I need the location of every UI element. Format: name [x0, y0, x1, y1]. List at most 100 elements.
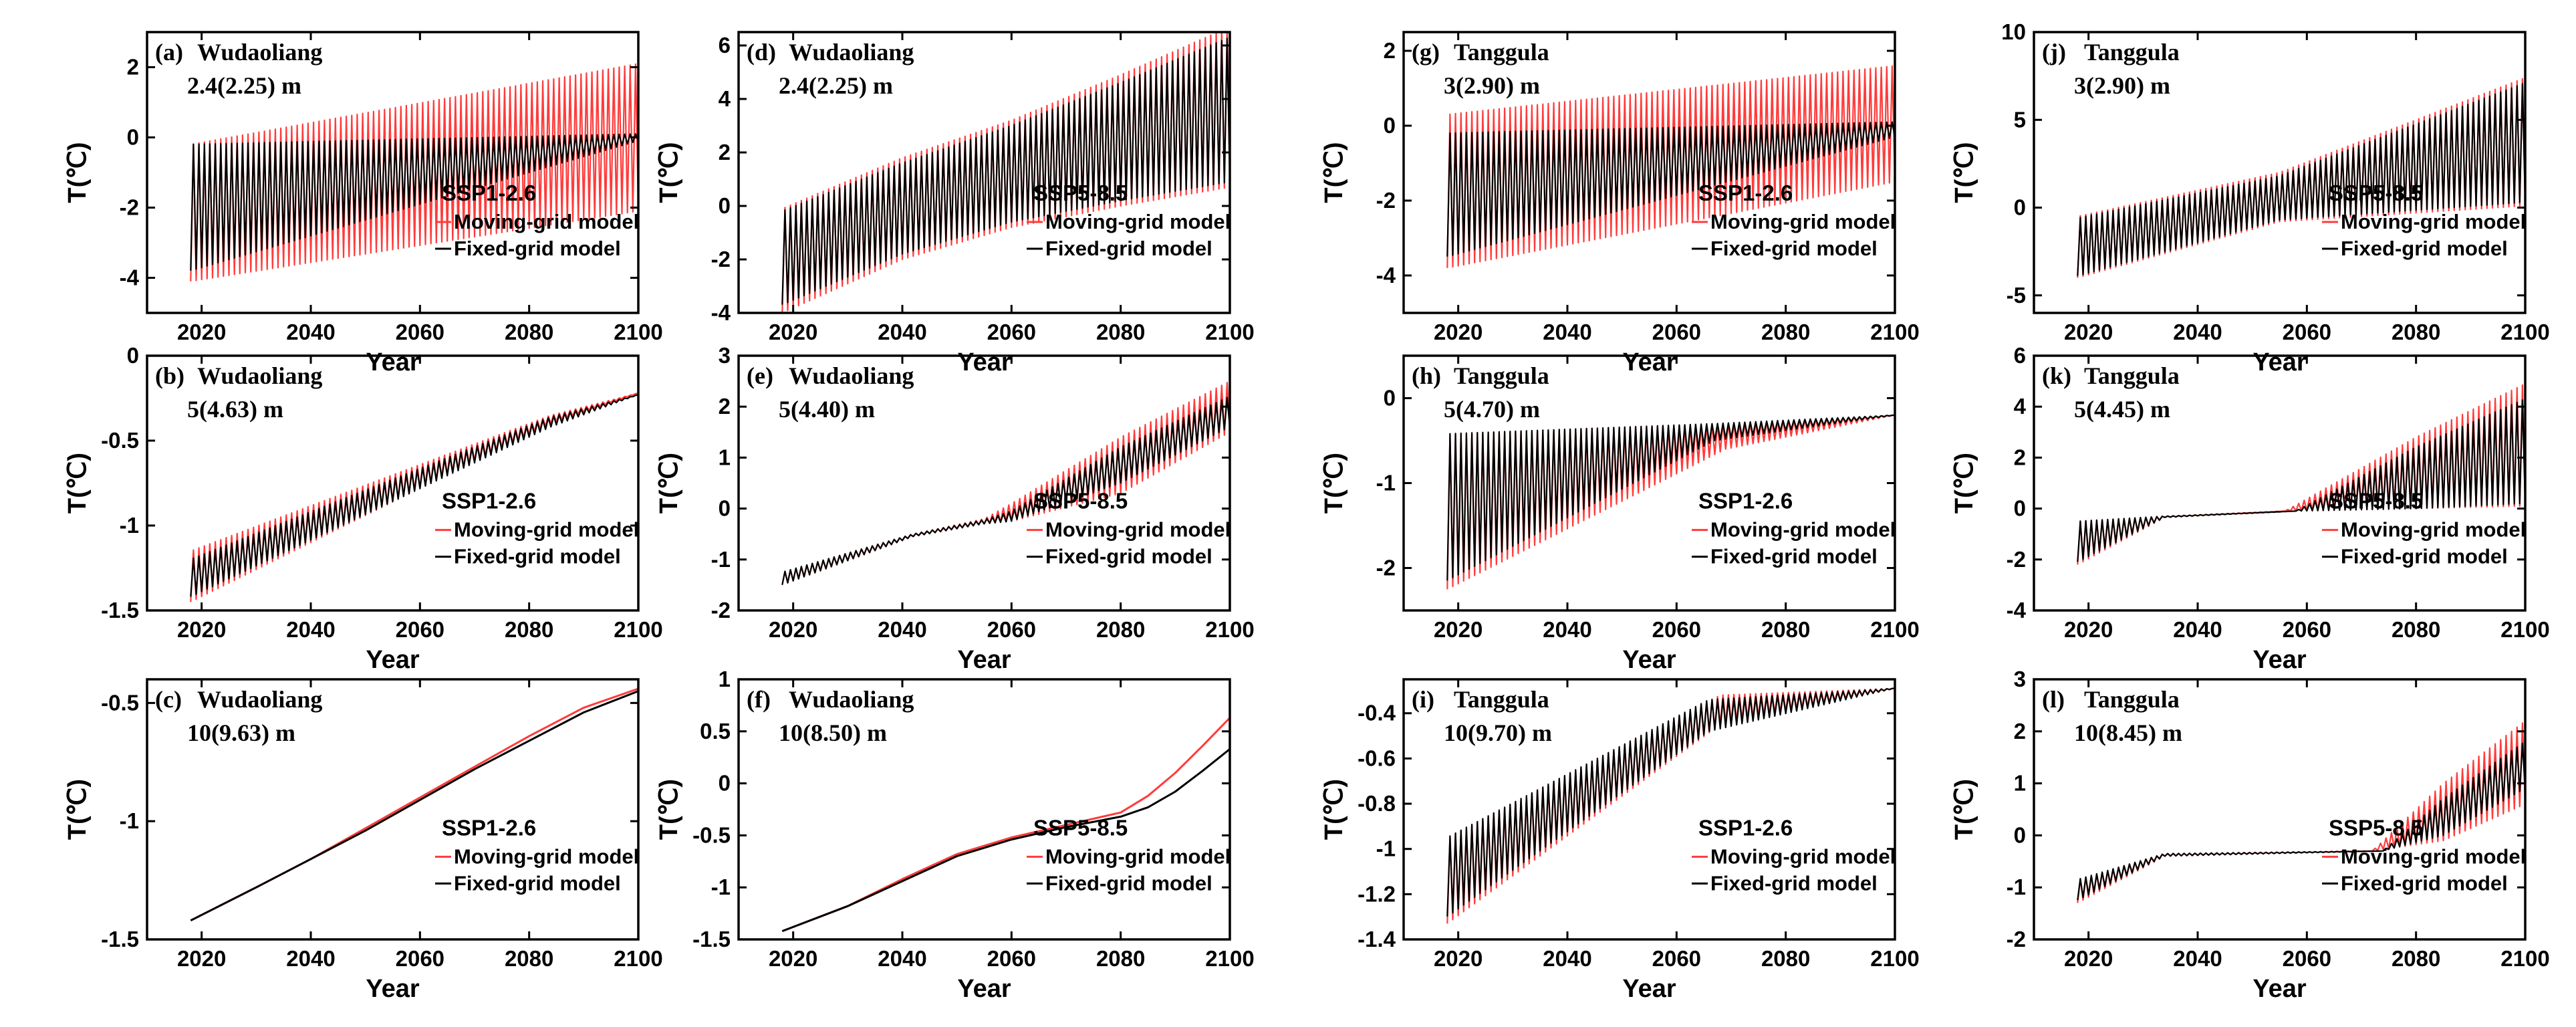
y-axis-label: T(℃) [655, 453, 683, 514]
panel-b: 2020 2040 2060 2080 2100 -1.5 -1 -0.5 0 Year T(℃) (… [63, 343, 663, 674]
depth-label: 10(8.50) m [779, 719, 887, 746]
plot-area [190, 63, 638, 281]
y-tick-label: 0 [719, 771, 731, 796]
x-tick-label: 2100 [614, 946, 662, 971]
panel-letter: (j) [2042, 39, 2066, 66]
x-tick-label: 2060 [987, 946, 1036, 971]
panel-f: 2020 2040 2060 2080 2100 -1.5 -1 -0.5 0 0.5 1 Year T… [655, 667, 1255, 1003]
y-tick-label: -1 [1376, 471, 1396, 495]
x-axis-label: Year [1622, 975, 1676, 1003]
fixed-grid-series [1446, 414, 1895, 581]
x-axis-label: Year [2252, 348, 2307, 376]
y-tick-label: -4 [1376, 263, 1396, 288]
plot-area [190, 392, 638, 602]
legend-label: Moving-grid model [454, 844, 639, 868]
x-tick-label: 2020 [1434, 617, 1483, 642]
y-axis-label: T(℃) [1950, 453, 1978, 514]
y-tick-label: 2 [719, 394, 731, 419]
y-tick-label: 2 [719, 140, 731, 164]
scenario-label: SSP5-8.5 [1033, 815, 1128, 840]
legend-moving-grid: Moving-grid model [1027, 210, 1231, 233]
panel-letter: (b) [155, 362, 184, 389]
plot-area [781, 717, 1230, 933]
plot-area [190, 687, 638, 922]
x-tick-label: 2100 [1205, 617, 1254, 642]
legend-label: Moving-grid model [1710, 518, 1896, 542]
y-tick-label: -0.4 [1358, 701, 1396, 725]
legend-label: Moving-grid model [1045, 844, 1231, 868]
y-tick-label: 1 [2014, 771, 2026, 796]
panel-d: 2020 2040 2060 2080 2100 -4 -2 0 2 4 6 Year T(℃) (d) W… [655, 31, 1255, 376]
legend-label: Moving-grid model [2341, 844, 2526, 868]
x-tick-label: 2040 [2173, 946, 2222, 971]
depth-label: 3(2.90) m [1444, 72, 1540, 99]
y-tick-label: 0.5 [700, 719, 731, 744]
legend-label: Moving-grid model [1710, 210, 1896, 233]
y-tick-label: -1.5 [101, 927, 139, 951]
x-tick-label: 2020 [1434, 946, 1483, 971]
x-tick-label: 2100 [1870, 946, 1919, 971]
site-name: Wudaoliang [197, 686, 322, 713]
x-axis-label: Year [366, 348, 420, 376]
y-tick-label: -2 [120, 195, 139, 220]
y-tick-label: 0 [1384, 386, 1396, 411]
axes-frame [2033, 678, 2527, 941]
axes-frame [1402, 678, 1896, 941]
y-tick-label: 6 [2014, 343, 2026, 368]
legend-fixed-grid: Fixed-grid model [1692, 237, 1878, 260]
fixed-grid-series [781, 37, 1230, 305]
x-tick-label: 2060 [2283, 320, 2331, 344]
y-tick-label: 6 [719, 33, 731, 58]
y-tick-label: 1 [719, 445, 731, 469]
depth-label: 10(9.70) m [1444, 719, 1552, 746]
depth-label: 2.4(2.25) m [187, 72, 301, 99]
x-tick-label: 2020 [769, 320, 817, 344]
x-tick-label: 2080 [505, 320, 553, 344]
x-tick-label: 2080 [2392, 320, 2440, 344]
fixed-grid-series [2077, 399, 2525, 562]
fixed-grid-series [1446, 121, 1895, 257]
legend-label: Fixed-grid model [1710, 545, 1878, 568]
fixed-grid-series [781, 396, 1230, 585]
x-axis-label: Year [366, 975, 420, 1003]
x-tick-label: 2040 [286, 320, 335, 344]
x-tick-label: 2060 [396, 946, 444, 971]
y-tick-label: -0.8 [1358, 791, 1396, 816]
panel-letter: (i) [1412, 686, 1434, 713]
x-tick-label: 2060 [396, 617, 444, 642]
panel-c: 2020 2040 2060 2080 2100 -1.5 -1 -0.5 Year T(℃) (c… [63, 678, 663, 1003]
scenario-label: SSP5-8.5 [2329, 815, 2423, 840]
moving-grid-series [190, 392, 638, 602]
legend-label: Moving-grid model [1045, 518, 1231, 542]
y-tick-label: -1.2 [1358, 881, 1396, 906]
legend-moving-grid: Moving-grid model [1692, 518, 1896, 542]
y-tick-label: 4 [719, 86, 731, 111]
scenario-label: SSP5-8.5 [1033, 489, 1128, 514]
x-tick-label: 2100 [1870, 320, 1919, 344]
x-tick-label: 2020 [2064, 617, 2113, 642]
x-tick-label: 2080 [1761, 946, 1810, 971]
legend-moving-grid: Moving-grid model [435, 844, 639, 868]
x-tick-label: 2100 [614, 617, 662, 642]
panel-letter: (k) [2042, 362, 2071, 389]
x-tick-label: 2080 [2392, 617, 2440, 642]
y-tick-label: 1 [719, 667, 731, 691]
plot-area [1446, 687, 1895, 924]
legend-fixed-grid: Fixed-grid model [435, 871, 621, 895]
legend-fixed-grid: Fixed-grid model [2322, 871, 2508, 895]
axes-frame [146, 31, 640, 314]
legend-fixed-grid: Fixed-grid model [1692, 545, 1878, 568]
panel-letter: (h) [1412, 362, 1441, 389]
y-tick-label: -2 [1376, 188, 1396, 213]
legend-fixed-grid: Fixed-grid model [435, 545, 621, 568]
axes-frame [1402, 31, 1896, 314]
scenario-label: SSP1-2.6 [442, 489, 536, 514]
legend-fixed-grid: Fixed-grid model [1027, 545, 1212, 568]
x-tick-label: 2060 [2283, 946, 2331, 971]
x-tick-label: 2040 [878, 320, 926, 344]
x-axis-label: Year [366, 646, 420, 674]
panel-a: 2020 2040 2060 2080 2100 -4 -2 0 2 Year T(℃) (a) Wud… [63, 31, 663, 376]
x-tick-label: 2040 [878, 617, 926, 642]
depth-label: 5(4.63) m [187, 396, 283, 423]
x-tick-label: 2100 [2500, 320, 2549, 344]
